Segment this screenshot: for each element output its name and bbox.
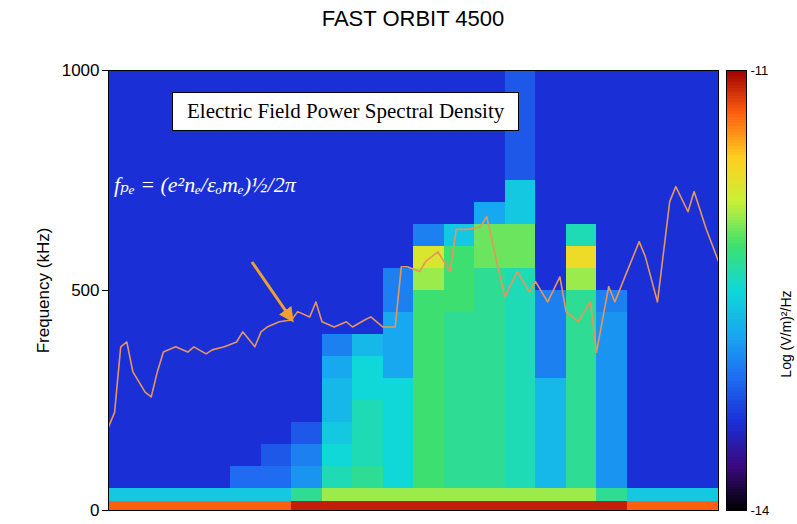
html-text:fₚₑ = (e²nₑ/εₒmₑ)½/2π: fₚₑ = (e²nₑ/εₒmₑ)½/2π: [114, 172, 296, 197]
svg-text:-14: -14: [751, 503, 770, 518]
svg-text:500: 500: [71, 281, 99, 300]
html-text:FAST ORBIT 4500: FAST ORBIT 4500: [321, 6, 505, 31]
svg-text:-11: -11: [751, 63, 769, 78]
svg-text:Frequency (kHz): Frequency (kHz): [34, 228, 53, 354]
svg-text:0: 0: [90, 501, 99, 520]
svg-text:1000: 1000: [62, 61, 100, 80]
svg-text:Log (V/m)²/Hz: Log (V/m)²/Hz: [778, 291, 794, 378]
html-text:Electric Field Power Spectral: Electric Field Power Spectral Density: [187, 99, 505, 123]
